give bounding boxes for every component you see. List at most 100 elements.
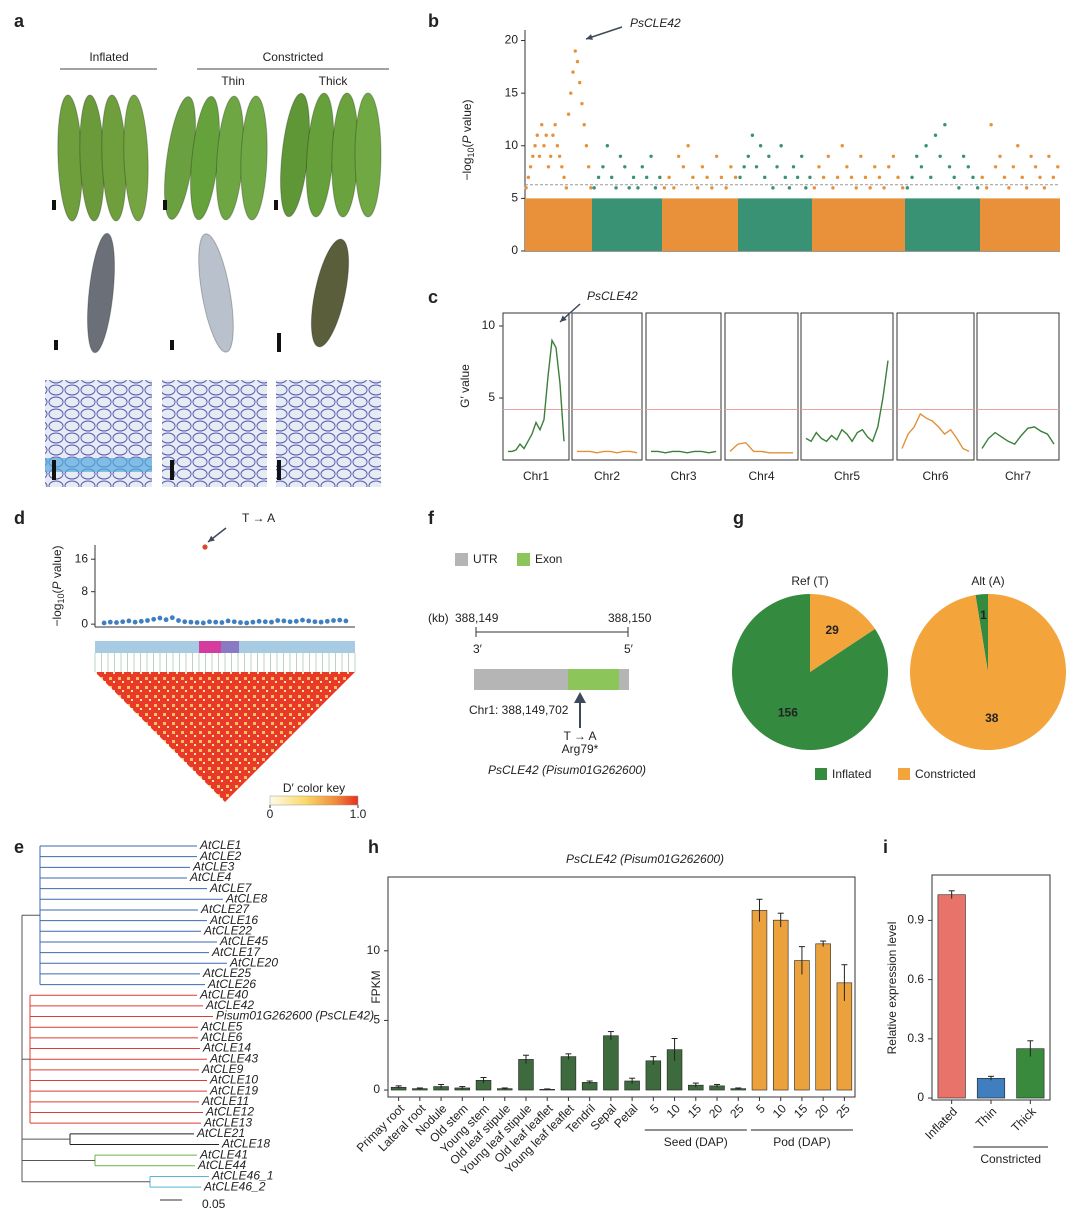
y-tick-label: 16: [75, 551, 89, 565]
leaf-label: AtCLE22: [203, 923, 252, 937]
pod-photo: [123, 94, 149, 222]
snp-point: [107, 619, 113, 625]
snp-point: [947, 165, 952, 169]
panel-letter: e: [14, 837, 24, 857]
x-tick-label: 25: [727, 1101, 747, 1121]
utr: [474, 669, 568, 690]
dense-band: [662, 198, 738, 251]
pie-title: Alt (A): [971, 574, 1004, 588]
pie-title: Ref (T): [791, 574, 828, 588]
y-tick-label: 10: [482, 318, 496, 332]
annotation: PsCLE42: [630, 16, 681, 30]
chromosome-panel: [976, 312, 1060, 461]
leaf-label: AtCLE17: [211, 945, 261, 959]
snp-point: [676, 154, 681, 158]
y-tick-label: 0: [917, 1090, 924, 1104]
dense-band: [812, 198, 905, 251]
pod-photo: [240, 95, 268, 221]
chromosome-panel: [502, 312, 570, 461]
leaf-label: AtCLE6: [200, 1030, 243, 1044]
snp-point: [114, 620, 119, 625]
leaf-label: AtCLE1: [199, 838, 241, 852]
chromosome-panel: [800, 312, 894, 461]
leaf-label: AtCLE2: [199, 849, 242, 863]
position-label: 388,150: [608, 611, 652, 625]
scale-label: 0.05: [202, 1197, 226, 1211]
snp-point: [618, 154, 623, 158]
group-label: Seed (DAP): [664, 1135, 728, 1149]
snp-point: [738, 175, 742, 180]
snp-point: [553, 123, 557, 127]
y-tick-label: 10: [505, 138, 519, 152]
chromosome-label: Chr6: [922, 469, 948, 483]
snp-point: [971, 175, 975, 180]
snp-point: [132, 619, 138, 625]
snp-point: [533, 144, 537, 148]
snp-point: [287, 619, 293, 625]
slice-label: 1: [980, 608, 987, 622]
snp-point: [998, 154, 1002, 158]
snp-point: [138, 618, 144, 624]
snp-point: [662, 186, 667, 190]
snp-point: [592, 186, 596, 190]
snp-point: [750, 133, 755, 137]
y-tick-label: 8: [81, 584, 88, 598]
pie-slice: [731, 594, 888, 750]
snp-point: [729, 165, 733, 169]
snp-point: [845, 165, 849, 169]
snp-point: [1033, 165, 1038, 169]
exon: [568, 669, 619, 690]
snp-point: [891, 154, 896, 158]
snp-point: [1011, 165, 1016, 169]
snp-point: [101, 620, 107, 626]
snp-point: [653, 186, 658, 190]
snp-point: [787, 186, 792, 190]
snp-point: [1020, 175, 1024, 180]
leaf-label: AtCLE10: [209, 1073, 258, 1087]
snp-point: [231, 619, 237, 625]
x-tick-label: 5: [647, 1101, 662, 1116]
panel-letter: a: [14, 11, 25, 31]
snp-point: [542, 144, 546, 148]
y-tick-label: 10: [367, 943, 381, 957]
snp-point: [636, 186, 640, 190]
snp-point: [1047, 154, 1051, 158]
snp-point: [812, 186, 817, 190]
scale-bar: [277, 460, 281, 480]
y-tick-label: 5: [373, 1013, 380, 1027]
dense-band: [525, 198, 592, 251]
scale-bar: [163, 200, 167, 210]
leaf-label: AtCLE43: [209, 1051, 258, 1065]
legend-label: Exon: [535, 552, 562, 566]
chromosome-label: Chr2: [594, 469, 620, 483]
group-label: Constricted: [980, 1152, 1041, 1166]
y-axis-label-part: P: [50, 581, 64, 589]
snp-point: [1007, 186, 1011, 190]
snp-point: [1016, 144, 1020, 148]
chromosome-label: Chr4: [748, 469, 774, 483]
snp-point: [966, 165, 970, 169]
snp-point: [537, 154, 542, 158]
chromosome-label: Chr5: [834, 469, 860, 483]
snp-point: [157, 615, 163, 621]
snp-point: [151, 616, 157, 622]
snp-point: [929, 175, 933, 180]
snp-point: [560, 165, 564, 169]
snp-point: [1051, 175, 1056, 180]
g-value-line: [981, 426, 1055, 449]
dense-band: [980, 198, 1060, 251]
x-tick-label: Petal: [611, 1101, 640, 1130]
leaf-label: AtCLE42: [205, 998, 254, 1012]
position-label: 388,149: [455, 611, 499, 625]
snp-point: [924, 144, 928, 148]
gene-block: [221, 641, 239, 653]
group-label: Inflated: [89, 50, 128, 64]
legend-swatch: [455, 553, 468, 566]
scale-bar: [54, 340, 58, 350]
panel-letter: b: [428, 11, 439, 31]
snp-point: [808, 175, 812, 180]
snp-point: [562, 175, 566, 180]
snp-point: [575, 59, 580, 64]
snp-point: [555, 144, 560, 148]
snp-point: [817, 165, 821, 169]
